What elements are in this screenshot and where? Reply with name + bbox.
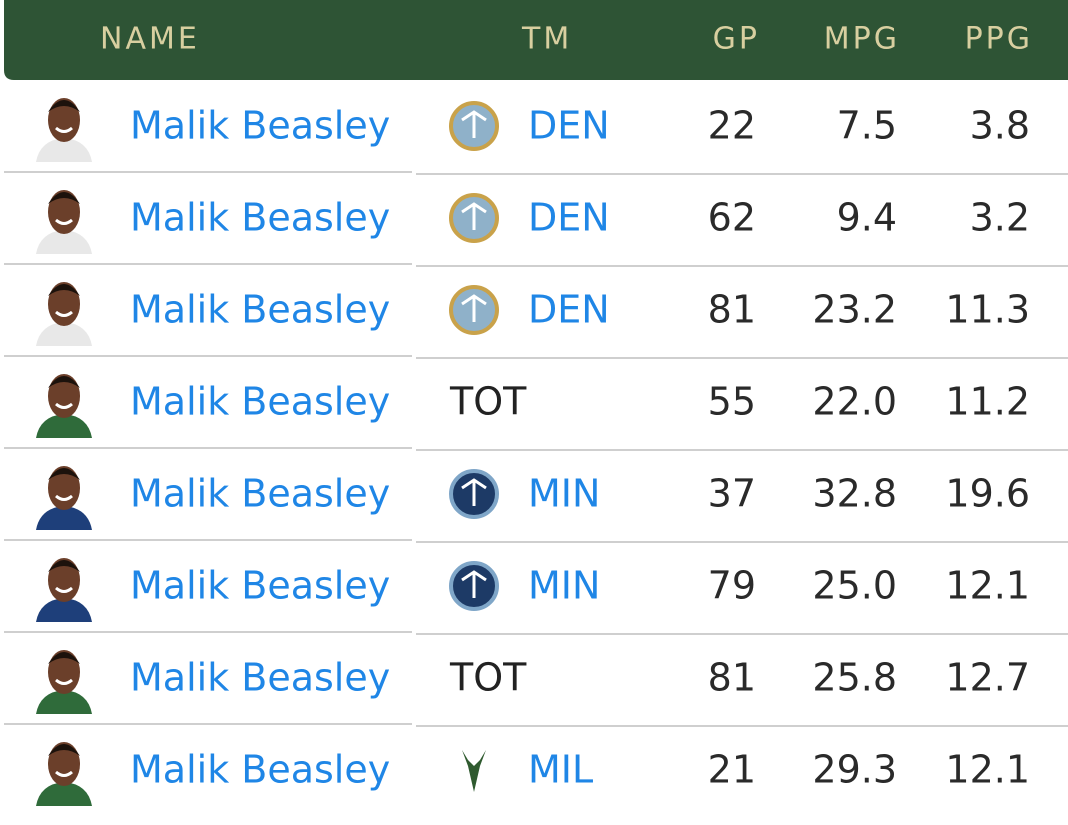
player-name: Malik Beasley [130,380,390,424]
face [48,742,80,786]
minutes-per-game: 9.4 [837,196,897,240]
player-headshot [36,374,92,438]
player-headshot [36,558,92,622]
player-headshot [36,190,92,254]
smile [55,218,73,225]
player-headshot [36,282,92,346]
smile [55,310,73,317]
column-header: PPG [965,22,1033,57]
team-abbr[interactable]: DEN [528,104,610,148]
column-header: NAME [100,22,200,57]
jersey [36,506,92,530]
column-header: MPG [824,22,900,57]
minutes-per-game: 25.0 [812,564,897,608]
jersey [36,322,92,346]
hair [48,192,80,204]
smile [55,126,73,133]
header-bar [4,0,1068,80]
minutes-per-game: 29.3 [812,748,897,792]
games-played: 55 [708,380,756,424]
games-played: 62 [708,196,756,240]
points-per-game: 12.1 [945,564,1030,608]
player-headshot [36,98,92,162]
hair [48,376,80,388]
games-played: 81 [708,656,756,700]
hair [48,652,80,664]
player-headshot [36,742,92,806]
face [48,190,80,234]
games-played: 37 [708,472,756,516]
team-abbr[interactable]: DEN [528,196,610,240]
team-logo-detail [461,202,487,230]
face [48,282,80,326]
face [48,374,80,418]
team-abbr[interactable]: MIL [528,748,593,792]
player-name: Malik Beasley [130,472,390,516]
jersey [36,782,92,806]
points-per-game: 11.3 [945,288,1030,332]
player-name: Malik Beasley [130,196,390,240]
column-header: GP [713,22,760,57]
player-headshot [36,650,92,714]
face [48,558,80,602]
hair [48,560,80,572]
face [48,466,80,510]
team-abbr: TOT [449,656,527,700]
points-per-game: 3.8 [970,104,1030,148]
jersey [36,230,92,254]
team-abbr[interactable]: DEN [528,288,610,332]
team-logo-detail [461,294,487,322]
team-logo [462,750,486,792]
games-played: 81 [708,288,756,332]
points-per-game: 19.6 [945,472,1030,516]
player-headshot [36,466,92,530]
points-per-game: 11.2 [945,380,1030,424]
jersey [36,690,92,714]
games-played: 22 [708,104,756,148]
player-name: Malik Beasley [130,288,390,332]
minutes-per-game: 25.8 [812,656,897,700]
points-per-game: 12.1 [945,748,1030,792]
points-per-game: 12.7 [945,656,1030,700]
smile [55,678,73,685]
team-abbr[interactable]: MIN [528,564,600,608]
team-logo-detail [461,570,487,598]
face [48,650,80,694]
player-name: Malik Beasley [130,104,390,148]
smile [55,494,73,501]
face [48,98,80,142]
minutes-per-game: 7.5 [837,104,897,148]
jersey [36,138,92,162]
team-abbr[interactable]: MIN [528,472,600,516]
minutes-per-game: 22.0 [812,380,897,424]
smile [55,586,73,593]
minutes-per-game: 23.2 [812,288,897,332]
hair [48,100,80,112]
games-played: 79 [708,564,756,608]
jersey [36,598,92,622]
minutes-per-game: 32.8 [812,472,897,516]
jersey [36,414,92,438]
team-abbr: TOT [449,380,527,424]
player-name: Malik Beasley [130,564,390,608]
points-per-game: 3.2 [970,196,1030,240]
hair [48,468,80,480]
player-name: Malik Beasley [130,748,390,792]
games-played: 21 [708,748,756,792]
hair [48,744,80,756]
team-logo-detail [461,110,487,138]
team-logo-detail [461,478,487,506]
smile [55,402,73,409]
hair [48,284,80,296]
smile [55,770,73,777]
player-name: Malik Beasley [130,656,390,700]
column-header: TM [521,22,572,57]
